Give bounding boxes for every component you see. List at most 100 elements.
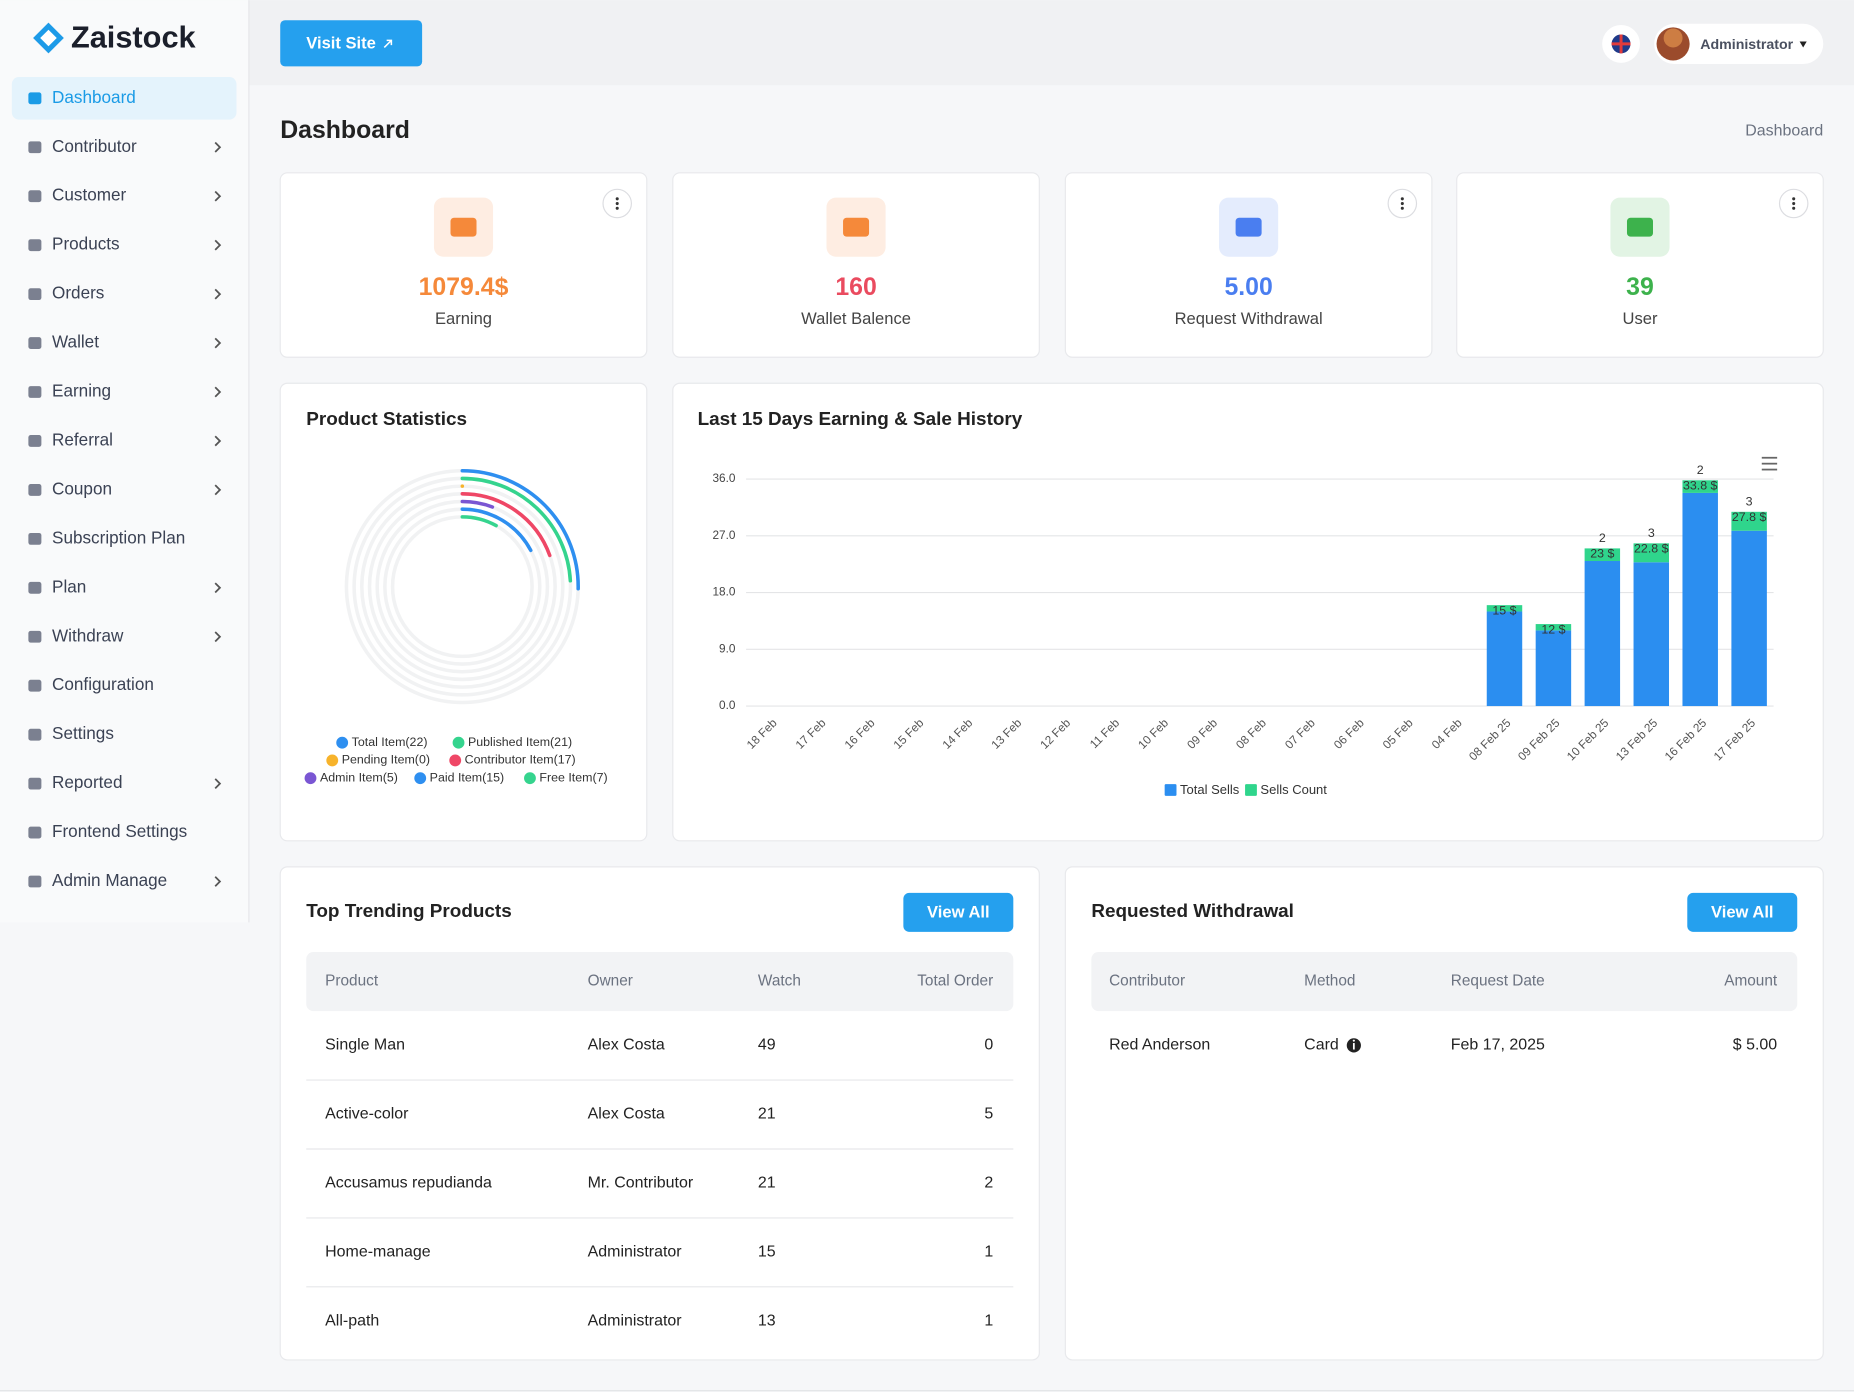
legend-label: Sells Count bbox=[1260, 782, 1327, 797]
data-label: 27.8 $ bbox=[1732, 510, 1767, 524]
external-icon bbox=[383, 39, 393, 48]
table-cell: 1 bbox=[984, 1312, 993, 1329]
data-label: 12 $ bbox=[1541, 622, 1565, 636]
menu-item[interactable]: Customer bbox=[52, 185, 127, 205]
radial-arc bbox=[460, 507, 533, 553]
legend-label: Paid Item(15) bbox=[430, 770, 504, 784]
legend-dot bbox=[449, 754, 462, 767]
menu-active-bg bbox=[11, 77, 237, 120]
stat-value: 39 bbox=[1626, 274, 1654, 301]
menu-icon bbox=[28, 581, 42, 594]
table-header bbox=[1091, 951, 1798, 1012]
table-cell: Administrator bbox=[588, 1312, 683, 1329]
menu-chevron bbox=[214, 141, 222, 153]
table-cell: Accusamus repudianda bbox=[325, 1174, 492, 1191]
column-header: Contributor bbox=[1109, 973, 1185, 990]
menu-item[interactable]: Products bbox=[52, 234, 120, 254]
bar bbox=[1682, 492, 1718, 707]
menu-icon bbox=[28, 337, 42, 349]
table-cell: 0 bbox=[984, 1037, 993, 1054]
table-title: Requested Withdrawal bbox=[1091, 901, 1294, 922]
menu-icon bbox=[28, 826, 42, 839]
radial-arc bbox=[460, 492, 552, 558]
legend-dot bbox=[326, 754, 339, 767]
menu-chevron bbox=[214, 876, 222, 887]
card bbox=[1064, 866, 1824, 1361]
stat-menu-dot bbox=[1400, 206, 1404, 210]
menu-item[interactable]: Settings bbox=[52, 723, 114, 743]
y-tick-label: 18.0 bbox=[712, 585, 735, 599]
menu-item[interactable]: Plan bbox=[52, 576, 86, 596]
view-all-button[interactable] bbox=[903, 892, 1014, 932]
table-cell: 1 bbox=[984, 1243, 993, 1260]
table-cell: Single Man bbox=[325, 1037, 405, 1054]
menu-item[interactable]: Frontend Settings bbox=[52, 821, 187, 841]
stat-menu-dot bbox=[1400, 197, 1404, 201]
data-label: 2 bbox=[1599, 531, 1606, 545]
bar bbox=[1486, 611, 1523, 707]
menu-chevron bbox=[214, 778, 222, 789]
card bbox=[1456, 172, 1824, 358]
menu-item[interactable]: Dashboard bbox=[52, 87, 136, 107]
info-icon-dot bbox=[1352, 1039, 1355, 1042]
menu-item[interactable]: Reported bbox=[52, 772, 122, 792]
table-cell: 13 bbox=[758, 1312, 776, 1329]
card bbox=[672, 172, 1040, 358]
data-label: 23 $ bbox=[1590, 547, 1614, 561]
legend-label: Total Sells bbox=[1180, 782, 1240, 797]
data-label: 3 bbox=[1648, 526, 1655, 540]
page-title: Dashboard bbox=[280, 117, 410, 144]
menu-item[interactable]: Earning bbox=[52, 381, 111, 401]
radial-arc bbox=[460, 515, 498, 528]
card bbox=[1064, 172, 1433, 358]
sidebar bbox=[0, 0, 249, 923]
menu-item[interactable]: Admin Manage bbox=[52, 870, 167, 890]
stat-menu-dot bbox=[1792, 201, 1796, 206]
table-cell: 2 bbox=[984, 1174, 993, 1191]
menu-item[interactable]: Contributor bbox=[52, 136, 137, 156]
stat-menu-dot bbox=[615, 197, 619, 201]
avatar-sky bbox=[1663, 28, 1683, 48]
visit-site-label[interactable]: Visit Site bbox=[306, 33, 376, 52]
menu-chevron bbox=[214, 582, 222, 594]
menu-icon bbox=[28, 532, 42, 545]
y-tick-label: 27.0 bbox=[712, 528, 735, 542]
flag-cross bbox=[1611, 34, 1631, 54]
logo-icon-inner bbox=[40, 29, 57, 47]
bar bbox=[1731, 511, 1767, 531]
user-menu[interactable] bbox=[1654, 23, 1824, 65]
data-label: 22.8 $ bbox=[1634, 542, 1669, 556]
menu-item[interactable]: Wallet bbox=[52, 332, 99, 352]
table-cell: 49 bbox=[758, 1037, 776, 1054]
table-cell: Feb 17, 2025 bbox=[1451, 1037, 1545, 1054]
menu-chevron bbox=[214, 288, 222, 300]
stat-label: User bbox=[1623, 309, 1658, 328]
menu-icon bbox=[28, 435, 42, 447]
stat-menu-dot bbox=[1400, 201, 1404, 206]
user-name[interactable]: Administrator bbox=[1700, 37, 1793, 53]
menu-icon bbox=[28, 190, 42, 203]
menu-icon bbox=[28, 483, 42, 496]
view-all-label[interactable]: View All bbox=[1711, 902, 1774, 921]
legend-label: Published Item(21) bbox=[468, 735, 572, 749]
menu-item[interactable]: Referral bbox=[52, 429, 113, 449]
menu-chevron bbox=[214, 484, 222, 496]
view-all-label[interactable]: View All bbox=[927, 902, 990, 921]
data-label: 2 bbox=[1697, 463, 1704, 477]
bar bbox=[1633, 562, 1670, 707]
stat-menu-dot bbox=[1792, 197, 1796, 201]
table-cell: Alex Costa bbox=[588, 1037, 665, 1054]
menu-item[interactable]: Orders bbox=[52, 283, 104, 303]
menu-item[interactable]: Configuration bbox=[52, 674, 154, 694]
menu-chevron bbox=[214, 386, 222, 398]
menu-chevron bbox=[214, 435, 222, 447]
visit-site-button[interactable] bbox=[280, 20, 423, 67]
stat-label: Wallet Balence bbox=[801, 309, 911, 328]
stat-icon bbox=[1235, 217, 1262, 237]
menu-item[interactable]: Withdraw bbox=[52, 625, 124, 645]
view-all-button[interactable] bbox=[1687, 892, 1798, 932]
menu-item[interactable]: Coupon bbox=[52, 478, 112, 498]
menu-item[interactable]: Subscription Plan bbox=[52, 527, 185, 547]
